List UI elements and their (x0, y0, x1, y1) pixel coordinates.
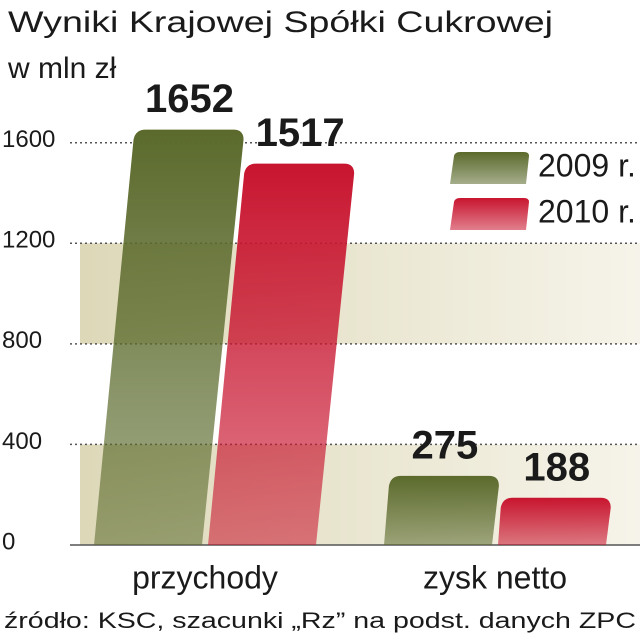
chart-title: Wyniki Krajowej Spółki Cukrowej (8, 6, 553, 39)
bar (208, 163, 355, 545)
bar (94, 129, 244, 545)
value-label: 1652 (145, 77, 234, 121)
bar (384, 475, 499, 545)
chart-subtitle: w mln zł (7, 52, 117, 85)
value-label: 275 (412, 423, 479, 467)
value-label: 188 (523, 445, 590, 489)
y-tick-label: 1200 (2, 227, 55, 254)
x-tick-label: przychody (132, 559, 278, 595)
legend-swatch (450, 198, 529, 230)
source-note: źródło: KSC, szacunki „Rz” na podst. dan… (4, 608, 636, 633)
value-label: 1517 (256, 111, 345, 155)
legend-label: 2010 r. (538, 193, 636, 229)
y-tick-label: 1600 (2, 126, 55, 153)
y-tick-label: 400 (2, 428, 42, 455)
y-tick-label: 800 (2, 327, 42, 354)
x-tick-label: zysk netto (423, 559, 567, 595)
bar (498, 497, 611, 545)
legend-label: 2009 r. (538, 147, 636, 183)
legend-swatch (450, 152, 529, 184)
y-tick-label: 0 (2, 528, 15, 555)
